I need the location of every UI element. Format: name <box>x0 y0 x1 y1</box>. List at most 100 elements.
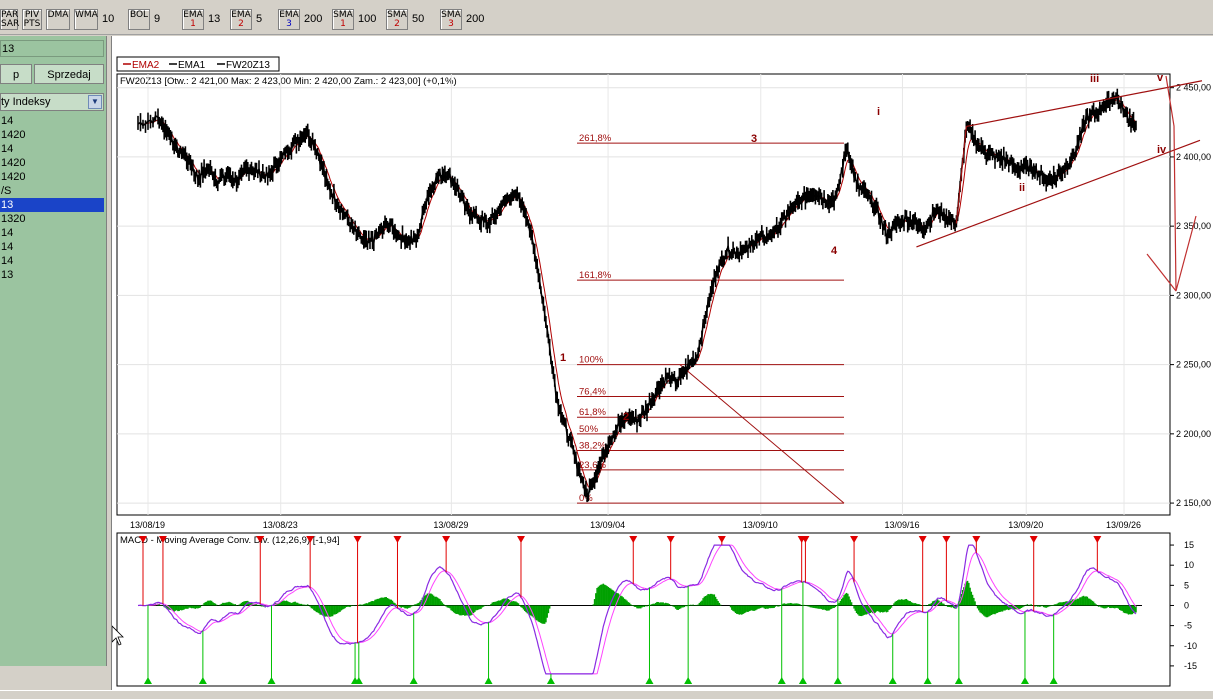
indicator-value[interactable]: 200 <box>301 9 327 30</box>
fib-level-label: 61,8% <box>579 407 606 418</box>
market-select[interactable]: ty Indeksy ▼ <box>0 93 104 111</box>
macd-panel-frame <box>116 532 1171 687</box>
indicator-button-4[interactable]: BOL <box>128 9 150 30</box>
list-item[interactable]: 14 <box>1 227 14 239</box>
chevron-down-icon[interactable]: ▼ <box>88 95 102 109</box>
buy-signal-marker <box>198 677 207 684</box>
indicator-button-10[interactable]: SMA 3 <box>440 9 462 30</box>
price-panel-frame <box>116 73 1171 516</box>
macd-y-tick-label: 10 <box>1184 560 1194 570</box>
chart-svg: EMA2 EMA1 FW20Z13 FW20Z13 [Otw.: 2 421,00 M… <box>111 56 1211 687</box>
indicator-button-9[interactable]: SMA 2 <box>386 9 408 30</box>
fib-level-label: 161,8% <box>579 270 612 281</box>
indicator-value[interactable]: 200 <box>463 9 489 30</box>
tab-buy[interactable]: p <box>0 64 32 84</box>
fib-level-label: 50% <box>579 424 599 435</box>
projection-line <box>1165 75 1197 292</box>
list-item[interactable]: 14 <box>1 115 14 127</box>
list-item[interactable]: /S <box>1 185 12 197</box>
mouse-cursor-icon <box>111 625 124 646</box>
list-item[interactable]: 13 <box>0 198 104 212</box>
buy-signal-marker <box>354 677 363 684</box>
wave-label: iv <box>1157 144 1167 156</box>
indicator-button-label: EMA <box>279 10 299 20</box>
wave-label: ii <box>1019 182 1025 194</box>
wave-label: 2 <box>623 411 629 423</box>
y-tick-label: 2 150,00 <box>1176 498 1211 508</box>
sell-signal-marker <box>1029 536 1038 543</box>
buy-signal-marker <box>833 677 842 684</box>
list-item[interactable]: 1320 <box>1 213 26 225</box>
y-tick-label: 2 400,00 <box>1176 152 1211 162</box>
wave-label: i <box>877 106 880 118</box>
indicator-button-0[interactable]: PAR SAR <box>0 9 19 30</box>
x-tick-label: 13/08/23 <box>263 520 298 530</box>
indicator-button-7[interactable]: EMA 3 <box>278 9 300 30</box>
legend-entry: FW20Z13 <box>226 60 270 71</box>
tab-sell[interactable]: Sprzedaj <box>34 64 104 84</box>
buy-signal-marker <box>484 677 493 684</box>
sell-signal-marker <box>158 536 167 543</box>
sell-signal-marker <box>353 536 362 543</box>
y-tick-label: 2 250,00 <box>1176 360 1211 370</box>
list-item[interactable]: 1420 <box>1 157 26 169</box>
indicator-value[interactable]: 10 <box>99 9 121 30</box>
fib-level-label: 38,2% <box>579 440 606 451</box>
buy-signal-marker <box>143 677 152 684</box>
sell-signal-marker <box>629 536 638 543</box>
fib-level-label: 23,6% <box>579 460 606 471</box>
legend-box <box>116 56 280 72</box>
fib-level-label: 76,4% <box>579 386 606 397</box>
list-item[interactable]: 1420 <box>1 171 26 183</box>
instrument-list: 14 1420 14 1420 1420/S 13 1320 14 14 14 13 <box>0 114 104 664</box>
indicator-button-6[interactable]: EMA 2 <box>230 9 252 30</box>
sell-signal-marker <box>918 536 927 543</box>
buy-signal-marker <box>267 677 276 684</box>
indicator-button-8[interactable]: SMA 1 <box>332 9 354 30</box>
x-tick-label: 13/08/19 <box>130 520 165 530</box>
x-tick-label: 13/08/29 <box>433 520 468 530</box>
indicator-value[interactable]: 100 <box>355 9 381 30</box>
y-tick-label: 2 450,00 <box>1176 83 1211 93</box>
indicator-value[interactable]: 50 <box>409 9 435 30</box>
list-item[interactable]: 14 <box>1 241 14 253</box>
buy-signal-marker <box>954 677 963 684</box>
macd-signal-markers <box>138 536 1102 684</box>
sell-signal-marker <box>850 536 859 543</box>
indicator-value[interactable]: 9 <box>151 9 171 30</box>
indicator-value[interactable]: 13 <box>205 9 223 30</box>
fib-trend-line <box>679 364 845 504</box>
trend-line-upper <box>966 80 1203 128</box>
x-tick-label: 13/09/26 <box>1106 520 1141 530</box>
price-line <box>137 94 1137 497</box>
list-item[interactable]: 13 <box>1 269 14 281</box>
indicator-button-5[interactable]: EMA 1 <box>182 9 204 30</box>
indicator-button-1[interactable]: PIV PTS <box>22 9 42 30</box>
fib-level-label: 261,8% <box>579 133 612 144</box>
buy-signal-marker <box>409 677 418 684</box>
macd-y-tick-label: -10 <box>1184 641 1197 651</box>
price-info-line: FW20Z13 [Otw.: 2 421,00 Max: 2 423,00 Mi… <box>120 76 457 87</box>
sell-signal-marker <box>138 536 147 543</box>
list-item[interactable]: 1420 <box>1 129 26 141</box>
buy-signal-marker <box>546 677 555 684</box>
wave-label: iii <box>1090 73 1099 85</box>
list-item[interactable]: 14 <box>1 143 14 155</box>
indicator-button-2[interactable]: DMA <box>46 9 70 30</box>
macd-y-tick-label: -15 <box>1184 661 1197 671</box>
indicator-button-label: BOL <box>129 10 149 20</box>
indicator-button-sub: 3 <box>448 19 454 29</box>
indicator-toolbar: PAR SAR PIV PTS DMA WMA 10 BOL 9 EMA 1 13 EMA 2 5 EMA… <box>0 0 1213 35</box>
macd-y-tick-label: -5 <box>1184 621 1192 631</box>
x-tick-label: 13/09/16 <box>884 520 919 530</box>
macd-signal-line <box>137 544 1137 675</box>
sell-signal-marker <box>972 536 981 543</box>
indicator-button-3[interactable]: WMA <box>74 9 98 30</box>
sidebar-title: 13 <box>0 40 104 57</box>
x-tick-label: 13/09/20 <box>1008 520 1043 530</box>
list-item[interactable]: 14 <box>1 255 14 267</box>
indicator-value[interactable]: 5 <box>253 9 267 30</box>
indicator-button-sub: 1 <box>340 19 346 29</box>
sell-signal-marker <box>801 536 810 543</box>
wave-label: v <box>1157 72 1164 84</box>
